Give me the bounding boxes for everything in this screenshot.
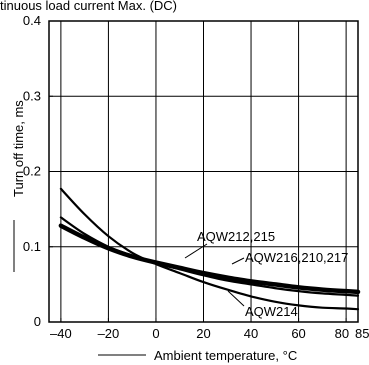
y-tick-label: 0 <box>34 314 41 329</box>
series-label-layer: AQW212,215 AQW216,210,217 AQW214 <box>184 229 348 319</box>
series-label-aqw214: AQW214 <box>245 304 298 319</box>
grid <box>49 20 358 323</box>
x-tick-label: –40 <box>50 326 72 341</box>
chart-title: tinuous load current Max. (DC) <box>0 0 177 13</box>
y-tick-label: 0.2 <box>23 164 41 179</box>
series-label-aqw212-215: AQW212,215 <box>197 229 275 244</box>
series-leader-aqw214 <box>227 290 245 307</box>
y-tick-label: 0.4 <box>23 13 41 28</box>
x-tick-label: 60 <box>291 326 305 341</box>
series-line-aqw214 <box>59 187 360 311</box>
series-leader-aqw216-210-217 <box>231 257 245 265</box>
series-label-aqw216-210-217: AQW216,210,217 <box>245 250 348 265</box>
x-tick-label: 80 <box>335 326 349 341</box>
x-tick-label: 0 <box>152 326 159 341</box>
y-axis-label-group: Turn off time, ms <box>11 100 26 197</box>
y-axis-label: Turn off time, ms <box>11 100 26 197</box>
series-leader-aqw212-215 <box>184 243 208 259</box>
x-tick-label: –20 <box>98 326 120 341</box>
x-tick-label: 85 <box>355 326 369 341</box>
y-tick-label: 0.1 <box>23 239 41 254</box>
x-tick-label: 20 <box>196 326 210 341</box>
x-tick-label: 40 <box>244 326 258 341</box>
y-tick-label: 0.3 <box>23 88 41 103</box>
x-axis-label: Ambient temperature, °C <box>154 348 297 363</box>
series-layer <box>58 187 361 311</box>
series-line-aqw216-210-217 <box>58 223 361 295</box>
tick-layer: –40 –20 0 20 40 60 80 85 0 0.1 0.2 0.3 0.4 <box>23 13 369 341</box>
